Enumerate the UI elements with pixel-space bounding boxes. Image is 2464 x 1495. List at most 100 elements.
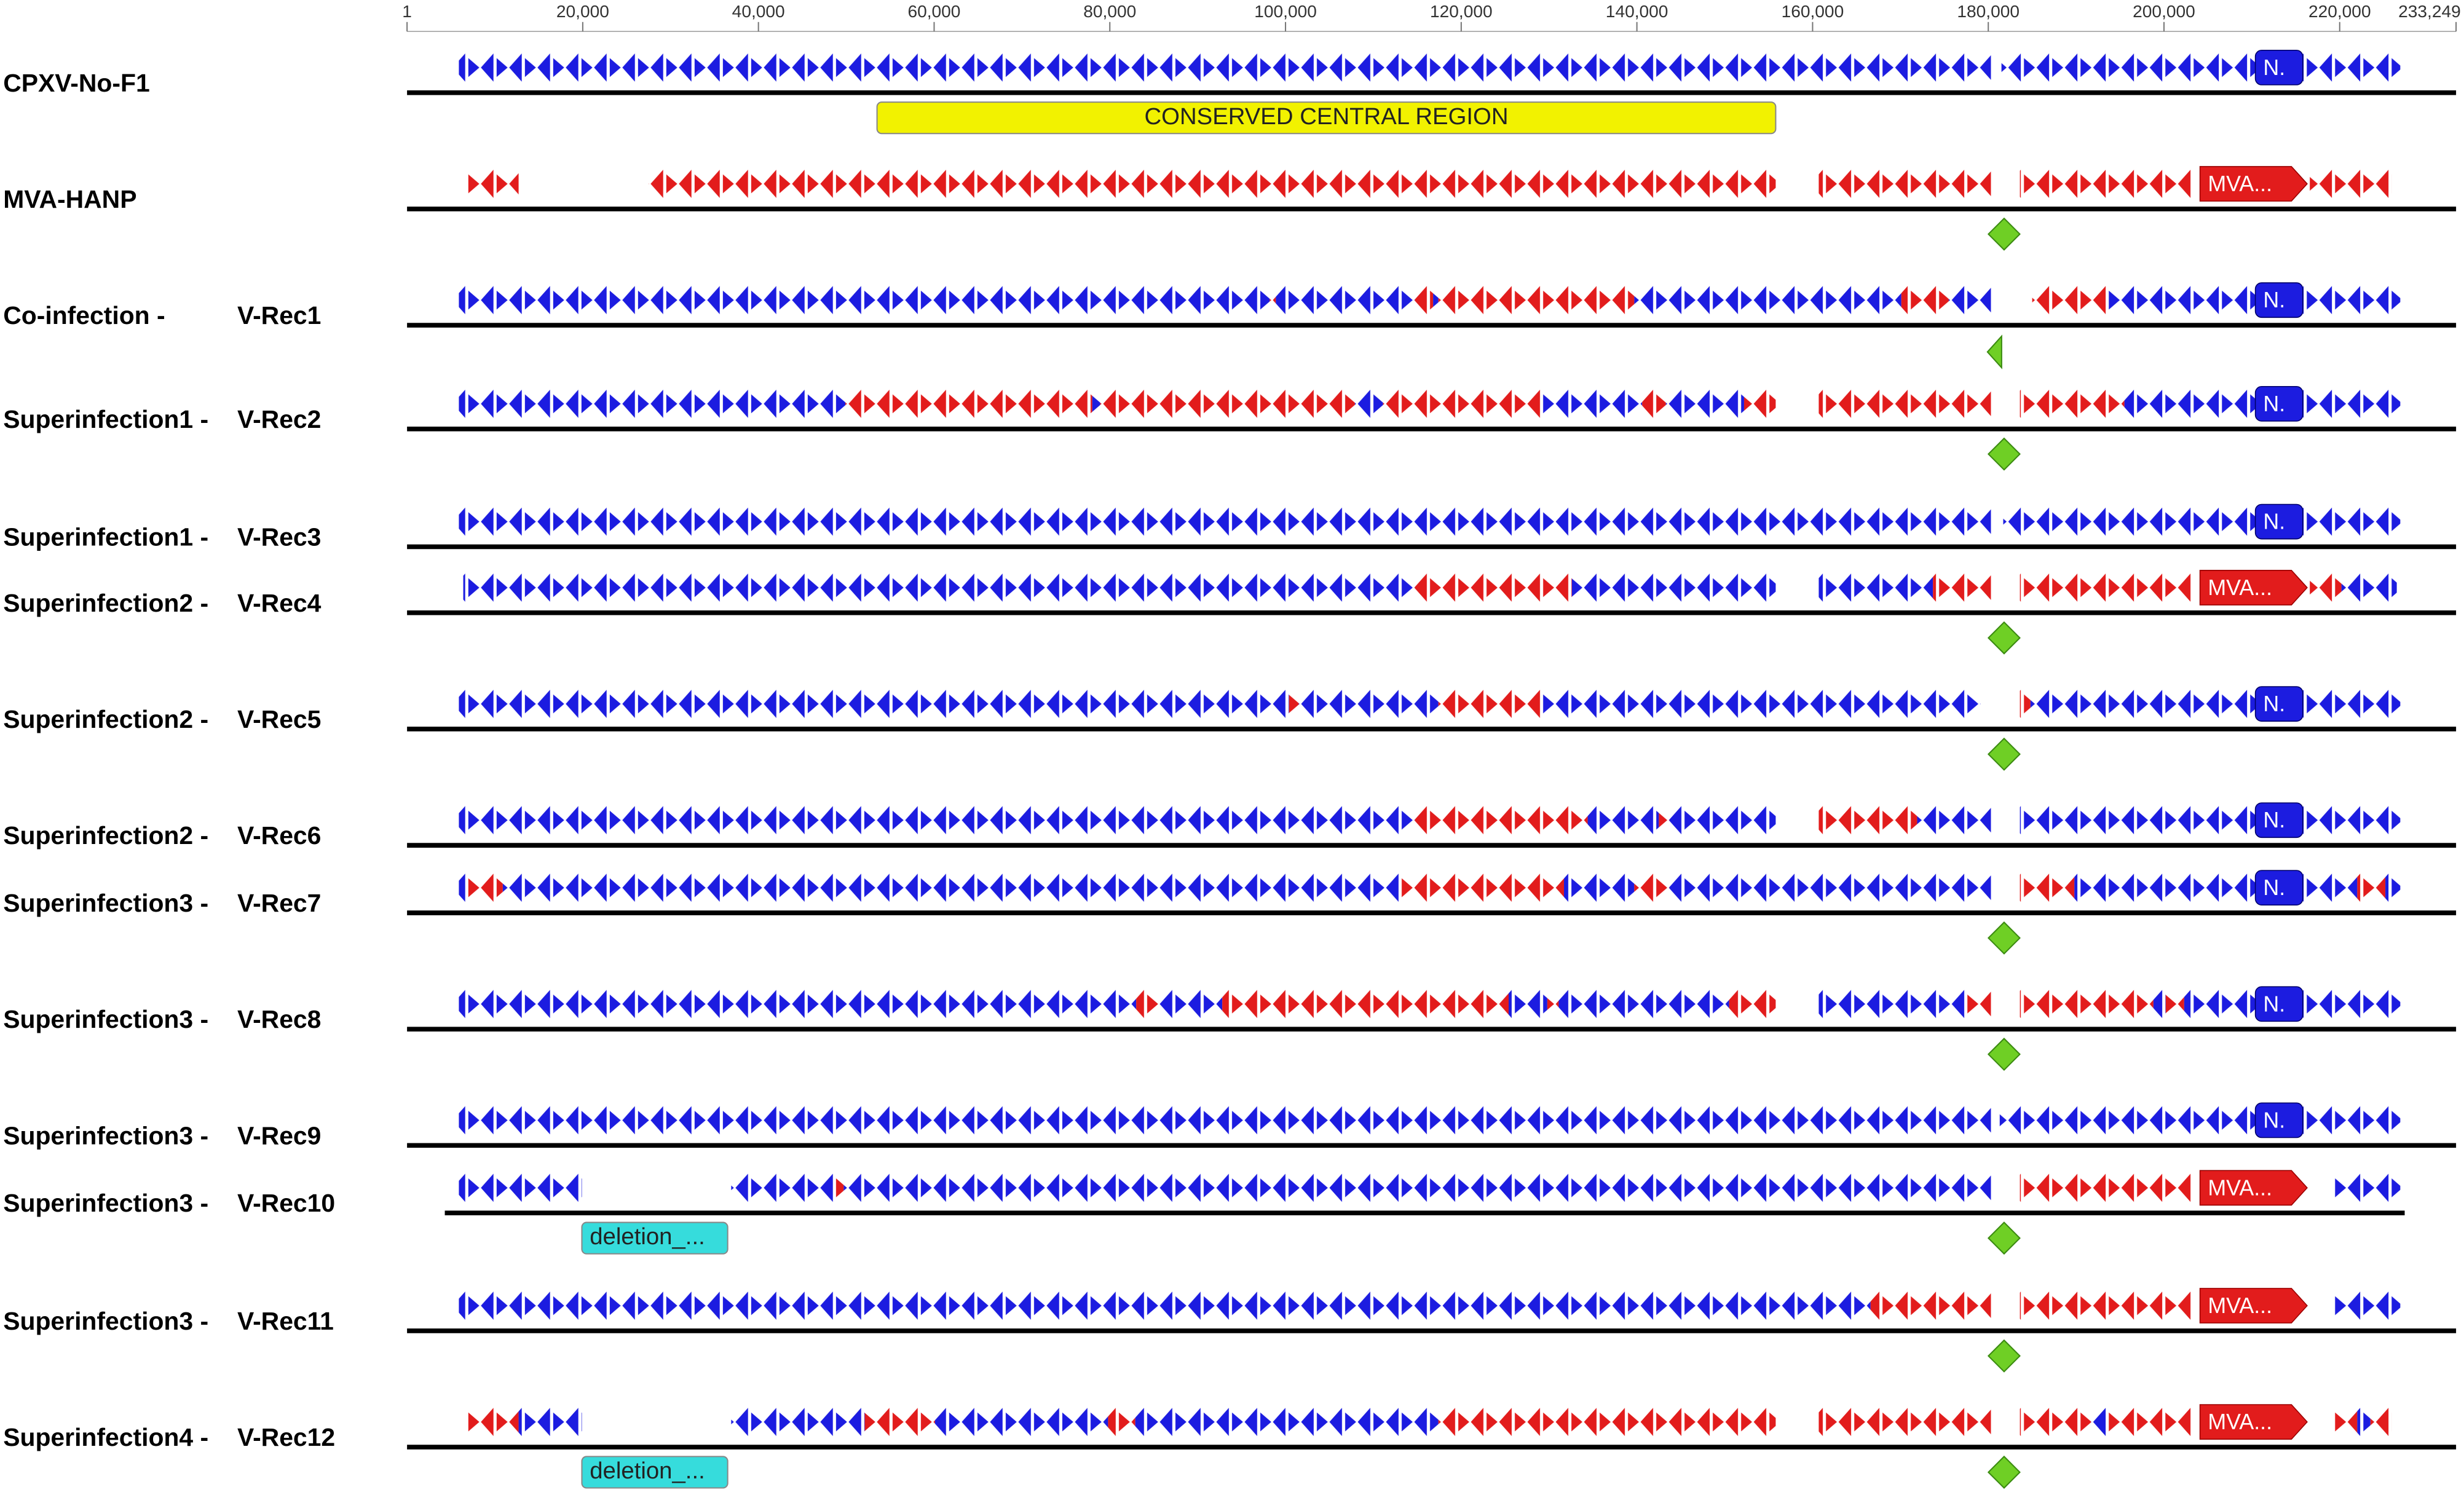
- gene-region: [1415, 572, 1572, 604]
- gene-region: [1743, 388, 1776, 420]
- gene-region: [2001, 52, 2401, 84]
- marker: [1987, 921, 2021, 955]
- gene-region: [459, 688, 1289, 720]
- gene-region: [1901, 284, 1949, 316]
- feature-label: N.: [2263, 692, 2285, 716]
- gene-region: [1870, 1290, 1991, 1322]
- ruler-tick-label: 233,249: [2398, 2, 2461, 21]
- gene-region: [1964, 988, 1991, 1020]
- track-label: Superinfection4 -: [3, 1423, 208, 1451]
- feature-label: N.: [2263, 392, 2285, 416]
- gene-region: [1818, 572, 1933, 604]
- track-name: V-Rec4: [237, 589, 322, 617]
- annotation-box: [876, 101, 1777, 135]
- track: N.: [407, 1102, 2457, 1148]
- feature: [2254, 50, 2304, 85]
- track-label: Superinfection2 -: [3, 821, 208, 850]
- feature: [2199, 166, 2308, 202]
- feature: [2254, 686, 2304, 722]
- gene-region: [1634, 284, 1901, 316]
- gene-region: [1222, 988, 1509, 1020]
- feature-label: MVA...: [2208, 575, 2272, 600]
- gene-region: [2333, 1290, 2401, 1322]
- gene-region: [2165, 988, 2184, 1020]
- gene-region: [1818, 1406, 1991, 1438]
- gene-region: [1587, 804, 1659, 836]
- gene-region: [2357, 1406, 2371, 1438]
- feature-label: MVA...: [2208, 1293, 2272, 1318]
- gene-region: [1399, 872, 1565, 904]
- gene-region: [1729, 988, 1776, 1020]
- gene-region: [2020, 988, 2154, 1020]
- feature: [2254, 1102, 2304, 1138]
- gene-region: [2310, 168, 2392, 200]
- track-name: V-Rec12: [237, 1423, 335, 1451]
- gene-region: [467, 872, 503, 904]
- track-label: Superinfection3 -: [3, 1005, 208, 1033]
- track-label: Superinfection1 -: [3, 405, 208, 433]
- gene-region: [459, 284, 1270, 316]
- gene-region: [2333, 1172, 2401, 1204]
- gene-region: [1564, 872, 1635, 904]
- gene-region: [459, 388, 846, 420]
- feature-label: MVA...: [2208, 172, 2272, 196]
- gene-region: [2020, 572, 2192, 604]
- gene-region: [2074, 872, 2358, 904]
- gene-region: [1558, 988, 1729, 1020]
- gene-region: [2032, 284, 2106, 316]
- gene-region: [2370, 1406, 2392, 1438]
- gene-region: [2003, 506, 2401, 538]
- track-label: Superinfection3 -: [3, 1307, 208, 1335]
- gene-region: [1415, 284, 1434, 316]
- gene-region: [1270, 284, 1276, 316]
- track-name: V-Rec5: [237, 705, 321, 733]
- gene-region: [1634, 872, 1670, 904]
- gene-region: [1642, 388, 1666, 420]
- track-label: Superinfection3 -: [3, 889, 208, 917]
- ruler-tick-label: 120,000: [1430, 2, 1493, 21]
- gene-region: [934, 1406, 1108, 1438]
- track-label: Superinfection3 -: [3, 1189, 208, 1217]
- gene-region: [1540, 688, 1981, 720]
- gene-region: [843, 1172, 1991, 1204]
- gene-region: [459, 1290, 1871, 1322]
- gene-region: [2030, 688, 2401, 720]
- track: N.: [407, 282, 2457, 369]
- track-name: V-Rec8: [237, 1005, 321, 1033]
- track-label: CPXV-No-F1: [3, 69, 149, 97]
- track-name: V-Rec9: [237, 1121, 321, 1150]
- gene-region: [1158, 988, 1223, 1020]
- gene-region: [731, 1172, 834, 1204]
- gene-region: [1092, 388, 1100, 420]
- gene-region: [1135, 1406, 1439, 1438]
- gene-region: [459, 988, 1137, 1020]
- ruler-tick-label: 140,000: [1606, 2, 1668, 21]
- track: N.: [407, 870, 2457, 955]
- feature-label: N.: [2263, 808, 2285, 832]
- marker: [1987, 217, 2021, 251]
- gene-region: [459, 872, 467, 904]
- annotation-box: [581, 1221, 729, 1255]
- track: N.: [407, 802, 2457, 848]
- ruler-tick-label: 20,000: [556, 2, 609, 21]
- annotation-box: [581, 1456, 729, 1489]
- track: MVA... deletion_...: [407, 1404, 2457, 1489]
- gene-region: [2020, 168, 2192, 200]
- marker: [1987, 737, 2021, 771]
- track: N.: [407, 686, 2457, 771]
- gene-region: [1108, 1406, 1135, 1438]
- gene-region: [1100, 388, 1355, 420]
- feature: [2199, 570, 2308, 605]
- gene-region: [1669, 872, 1991, 904]
- track-name: V-Rec7: [237, 889, 321, 917]
- gene-region: [1818, 388, 1991, 420]
- gene-region: [1438, 688, 1541, 720]
- gene-region: [1383, 388, 1541, 420]
- track-name: V-Rec6: [237, 821, 321, 850]
- feature: [2199, 1170, 2308, 1206]
- gene-region: [459, 804, 1415, 836]
- annotation-label: CONSERVED CENTRAL REGION: [1144, 103, 1508, 130]
- gene-region: [1276, 284, 1415, 316]
- track-label: Superinfection3 -: [3, 1121, 208, 1150]
